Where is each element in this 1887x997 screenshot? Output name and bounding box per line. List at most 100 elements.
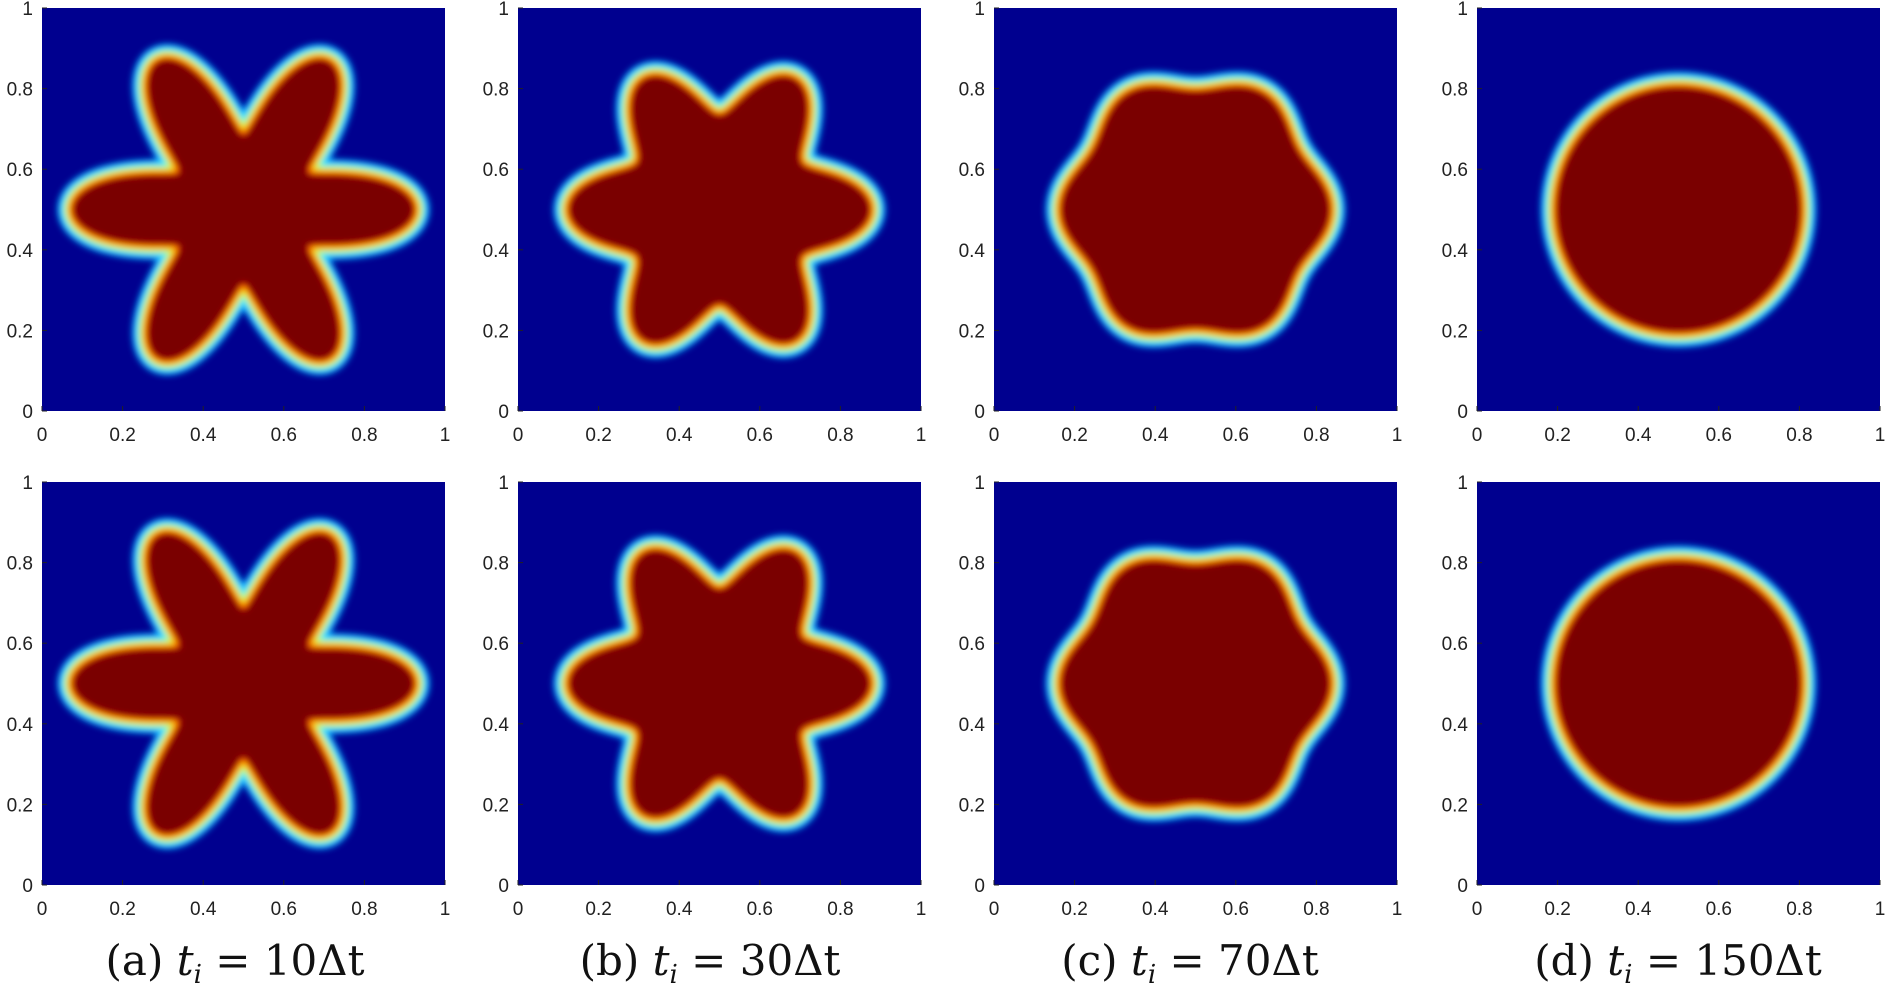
y-tick-label: 0 [22, 876, 33, 897]
x-tick-label: 0 [37, 899, 48, 920]
x-tick-label: 0.2 [109, 425, 135, 446]
y-tick-label: 0.4 [7, 241, 34, 262]
x-tick-label: 0.6 [1223, 899, 1249, 920]
x-tick-label: 0.4 [1142, 899, 1169, 920]
x-tick-label: 0.4 [1625, 425, 1652, 446]
y-tick-label: 0.2 [7, 795, 33, 816]
x-tick-label: 0.8 [1786, 899, 1812, 920]
y-tick-label: 0.2 [959, 321, 985, 342]
x-tick-label: 0.4 [190, 899, 217, 920]
caption-b: (b) ti = 30Δt [579, 936, 841, 990]
y-tick-label: 0.4 [483, 715, 510, 736]
x-tick-label: 0.2 [1544, 425, 1570, 446]
x-tick-label: 1 [440, 899, 451, 920]
x-tick-label: 0.4 [666, 425, 693, 446]
y-tick-label: 0 [498, 876, 509, 897]
caption-d-label: (d) [1534, 936, 1594, 985]
x-tick-label: 0.8 [1786, 425, 1812, 446]
x-tick-label: 0.8 [827, 899, 853, 920]
x-tick-label: 1 [1875, 899, 1886, 920]
x-tick-label: 0.6 [1223, 425, 1249, 446]
caption-c-value: 70 [1218, 936, 1272, 985]
y-tick-label: 0.2 [959, 795, 985, 816]
y-tick-label: 0.2 [1442, 321, 1468, 342]
x-tick-label: 0 [989, 899, 1000, 920]
caption-d-unit: Δt [1774, 936, 1822, 985]
caption-d-value: 150 [1694, 936, 1775, 985]
panel-b-row1: 00 0.2 0.2 0.4 0.4 0.6 0.6 0.8 0.8 1 1 [483, 0, 927, 446]
x-tick-label: 0.2 [1061, 425, 1087, 446]
y-tick-label: 0.4 [1442, 241, 1469, 262]
panel-c-row1: 00 0.2 0.2 0.4 0.4 0.6 0.6 0.8 0.8 1 1 [959, 0, 1403, 446]
y-tick-label: 1 [974, 0, 985, 20]
y-tick-label: 1 [22, 0, 33, 20]
x-tick-label: 0.6 [271, 899, 297, 920]
y-tick-label: 1 [22, 473, 33, 494]
panel-c-row2: 00 0.2 0.2 0.4 0.4 0.6 0.6 0.8 0.8 1 1 [959, 473, 1403, 920]
interface-shape [1045, 71, 1346, 348]
caption-b-unit: Δt [793, 936, 841, 985]
panel-d-row2: 00 0.2 0.2 0.4 0.4 0.6 0.6 0.8 0.8 1 1 [1442, 473, 1886, 920]
caption-a-value: 10 [263, 936, 318, 985]
caption-c-label: (c) [1061, 936, 1118, 985]
x-tick-label: 0 [513, 899, 524, 920]
panel-a-row2: 00 0.2 0.2 0.4 0.4 0.6 0.6 0.8 0.8 1 1 [7, 473, 451, 920]
interface-shape [1045, 545, 1346, 822]
y-tick-label: 0.6 [483, 634, 509, 655]
y-tick-label: 0.2 [483, 795, 509, 816]
y-tick-label: 0 [974, 876, 985, 897]
x-tick-label: 0.6 [747, 899, 773, 920]
y-tick-label: 0.6 [483, 160, 509, 181]
y-tick-label: 0 [22, 402, 33, 423]
caption-a-sub: i [193, 960, 202, 990]
x-tick-label: 0 [513, 425, 524, 446]
y-tick-label: 1 [1457, 473, 1468, 494]
interface-shape [57, 43, 430, 376]
caption-a-label: (a) [105, 936, 164, 985]
interface-shape [1540, 545, 1817, 822]
caption-a-unit: Δt [317, 936, 365, 985]
x-tick-label: 0 [37, 425, 48, 446]
y-tick-label: 0.4 [1442, 715, 1469, 736]
y-tick-label: 1 [1457, 0, 1468, 20]
x-tick-label: 0.8 [827, 425, 853, 446]
x-tick-label: 0.4 [666, 899, 693, 920]
y-tick-label: 0.4 [959, 241, 986, 262]
y-tick-label: 0 [974, 402, 985, 423]
x-tick-label: 1 [916, 425, 927, 446]
caption-c: (c) ti = 70Δt [1061, 936, 1319, 990]
x-tick-label: 0.2 [109, 899, 135, 920]
y-tick-label: 0.8 [7, 554, 33, 575]
panel-d-row1: 00 0.2 0.2 0.4 0.4 0.6 0.6 0.8 0.8 1 1 [1442, 0, 1886, 446]
x-tick-label: 1 [1875, 425, 1886, 446]
caption-b-value: 30 [739, 936, 794, 985]
x-tick-label: 0.2 [1061, 899, 1087, 920]
y-tick-label: 0.8 [959, 80, 985, 101]
y-tick-label: 0.8 [1442, 80, 1468, 101]
x-tick-label: 0.8 [351, 899, 377, 920]
x-tick-label: 1 [440, 425, 451, 446]
caption-a: (a) ti = 10Δt [105, 936, 365, 990]
x-tick-label: 0.8 [1303, 899, 1329, 920]
y-tick-label: 0.8 [483, 80, 509, 101]
y-tick-label: 0.8 [7, 80, 33, 101]
x-tick-label: 0.6 [747, 425, 773, 446]
y-tick-label: 0.2 [1442, 795, 1468, 816]
y-tick-label: 0.8 [483, 554, 509, 575]
y-tick-label: 0.8 [959, 554, 985, 575]
y-tick-label: 0.6 [7, 160, 33, 181]
y-tick-label: 0.4 [959, 715, 986, 736]
y-tick-label: 0 [498, 402, 509, 423]
x-tick-label: 0 [1472, 425, 1483, 446]
y-tick-label: 0 [1457, 876, 1468, 897]
panel-a-row1: 00 0.2 0.2 0.4 0.4 0.6 0.6 0.8 0.8 1 1 [7, 0, 451, 446]
y-tick-label: 0.2 [483, 321, 509, 342]
x-tick-label: 0 [989, 425, 1000, 446]
x-tick-label: 0.2 [1544, 899, 1570, 920]
y-tick-label: 0.4 [483, 241, 510, 262]
caption-b-sub: i [669, 960, 678, 990]
panel-b-row2: 00 0.2 0.2 0.4 0.4 0.6 0.6 0.8 0.8 1 1 [483, 473, 927, 920]
y-tick-label: 0.6 [1442, 634, 1468, 655]
y-tick-label: 0.6 [959, 634, 985, 655]
y-tick-label: 0.8 [1442, 554, 1468, 575]
